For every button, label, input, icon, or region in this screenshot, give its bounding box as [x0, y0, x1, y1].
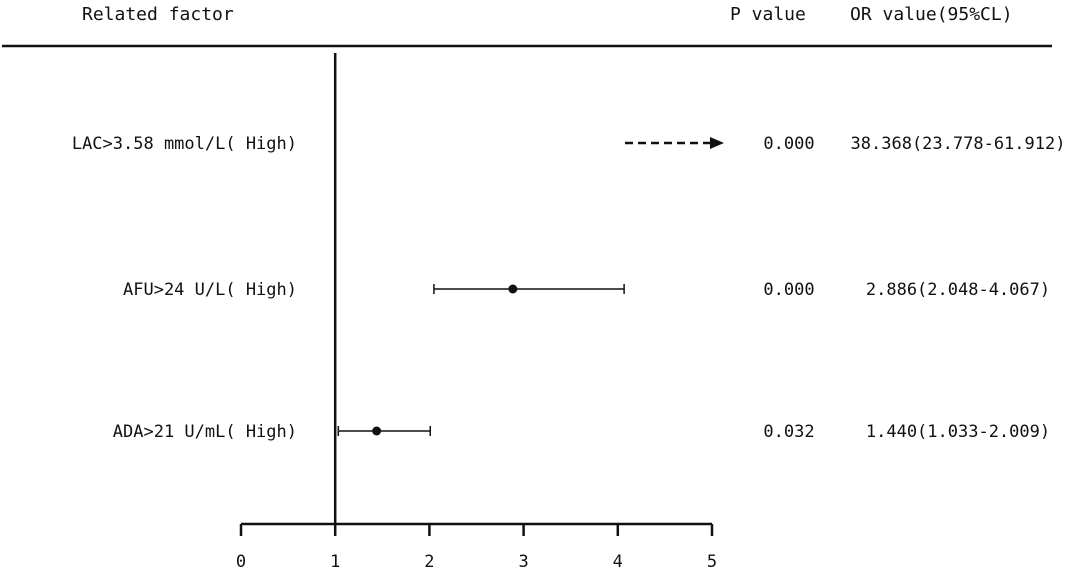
- row-label-1: AFU>24 U/L( High): [123, 280, 297, 300]
- row-or-ci-2: 1.440(1.033-2.009): [866, 422, 1050, 442]
- header-or-value: OR value(95%CL): [850, 4, 1013, 25]
- row-label-2: ADA>21 U/mL( High): [113, 422, 297, 442]
- x-tick-label-1: 1: [330, 552, 340, 569]
- or-point-1: [508, 284, 518, 294]
- row-p-value-0: 0.000: [763, 134, 814, 154]
- x-tick-label-2: 2: [424, 552, 434, 569]
- x-tick-label-0: 0: [236, 552, 246, 569]
- row-or-ci-0: 38.368(23.778-61.912): [851, 134, 1066, 154]
- row-label-0: LAC>3.58 mmol/L( High): [72, 134, 297, 154]
- row-or-ci-1: 2.886(2.048-4.067): [866, 280, 1050, 300]
- x-tick-label-3: 3: [518, 552, 528, 569]
- x-tick-label-5: 5: [707, 552, 717, 569]
- row-p-value-1: 0.000: [763, 280, 814, 300]
- plot-area: 0 1 2 3 4 5 LAC>3.58 mmol/L( High) 0.000 38.368(…: [72, 53, 1066, 569]
- header-p-value: P value: [730, 4, 806, 25]
- row-p-value-2: 0.032: [763, 422, 814, 442]
- off-scale-arrow-head-0: [710, 137, 724, 149]
- header-related-factor: Related factor: [82, 4, 234, 25]
- x-tick-label-4: 4: [613, 552, 623, 569]
- or-point-2: [372, 426, 382, 436]
